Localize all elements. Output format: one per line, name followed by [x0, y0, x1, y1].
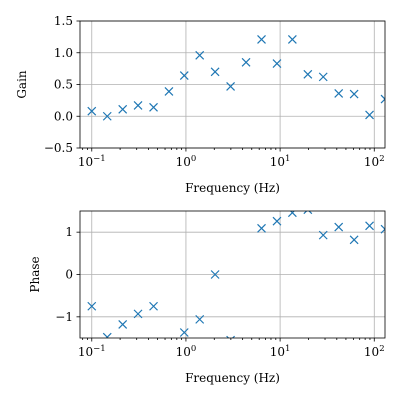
phase-data-point [365, 221, 374, 231]
gain-x-tick-label: 102 [364, 154, 385, 169]
phase-x-tick-label: 102 [364, 344, 385, 359]
gain-x-axis-label: Frequency (Hz) [185, 181, 280, 195]
gain-data-point [257, 34, 266, 44]
gain-data-point [365, 110, 374, 120]
gain-data-point [118, 104, 128, 114]
gain-y-tick-label: 0.0 [54, 109, 73, 123]
gain-data-point [272, 59, 282, 68]
gain-data-point [226, 81, 236, 91]
gain-data-point [102, 111, 112, 121]
gain-y-tick-label: −0.5 [44, 141, 73, 155]
gain-y-tick-label: 1.0 [54, 46, 73, 60]
phase-data-point [334, 222, 344, 232]
gain-data-point [334, 88, 344, 98]
gain-y-tick-label: 1.5 [54, 14, 73, 28]
gain-data-point [349, 89, 359, 99]
phase-x-tick-label: 10−1 [78, 344, 106, 359]
phase-data-point [272, 216, 282, 226]
gain-y-tick-label: 0.5 [54, 78, 73, 92]
phase-data-point [179, 328, 189, 337]
gain-x-tick-label: 100 [176, 154, 197, 169]
gain-data-point [133, 101, 143, 110]
gain-data-point [210, 67, 220, 77]
phase-y-tick-label: 1 [65, 225, 73, 239]
phase-data-point [226, 335, 236, 338]
gain-data-point [164, 87, 174, 96]
phase-data-point [210, 270, 220, 279]
gain-data-point [303, 69, 313, 79]
gain-data-point [179, 71, 189, 81]
phase-data-point [149, 301, 158, 311]
phase-x-tick-label: 100 [176, 344, 197, 359]
gain-y-axis-label: Gain [15, 70, 29, 99]
phase-data-point [380, 224, 385, 234]
phase-y-tick-label: −1 [55, 310, 73, 324]
phase-data-point [349, 235, 359, 245]
phase-y-tick-label: 0 [65, 268, 73, 282]
phase-panel: 10−1 100 101 102 −1 0 1 Frequency (Hz) Phase [28, 210, 386, 385]
phase-x-tick-label: 101 [270, 344, 291, 359]
gain-data-point [87, 106, 97, 116]
gain-x-tick-label: 101 [270, 154, 291, 169]
gain-panel: 10−1 100 101 102 −0.5 0.0 0.5 1.0 1.5 Frequency (… [15, 14, 386, 195]
gain-x-tick-label: 10−1 [78, 154, 106, 169]
phase-data-point [195, 314, 205, 324]
phase-data-point [287, 211, 297, 218]
phase-data-point [257, 223, 266, 233]
phase-data-point [133, 309, 143, 319]
phase-data-point [87, 301, 97, 311]
gain-data-point [149, 102, 158, 112]
gain-data-point [318, 72, 328, 82]
phase-data-point [303, 211, 313, 215]
gain-data-point [287, 34, 297, 44]
phase-y-axis-label: Phase [28, 256, 42, 292]
gain-data-point [241, 57, 251, 67]
phase-data-point [102, 332, 112, 338]
phase-x-axis-label: Frequency (Hz) [185, 371, 280, 385]
gain-data-point [380, 94, 385, 104]
phase-data-point [318, 230, 328, 240]
gain-data-point [195, 50, 205, 60]
phase-data-point [118, 320, 128, 329]
